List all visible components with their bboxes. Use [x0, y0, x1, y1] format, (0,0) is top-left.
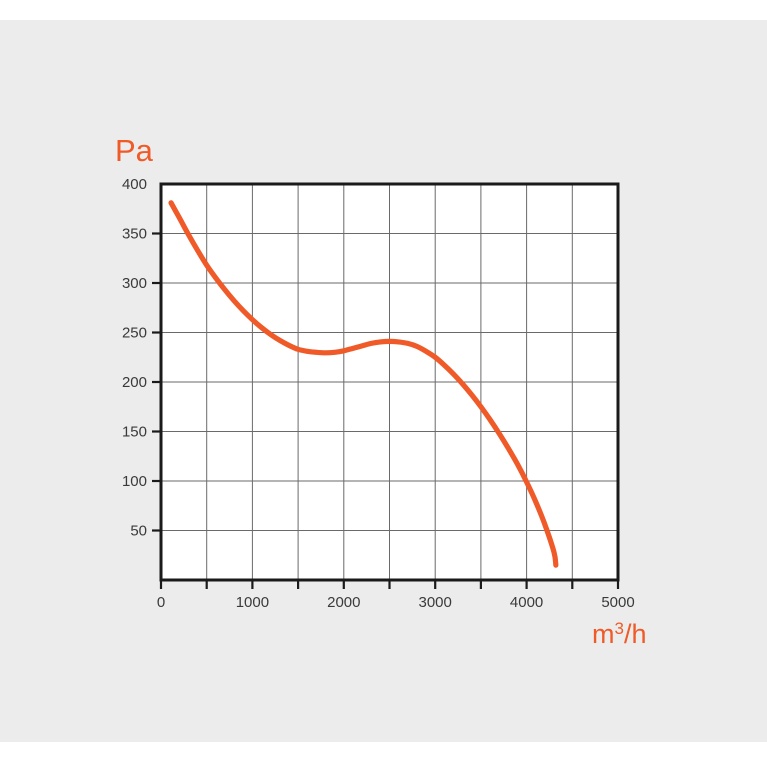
pressure-curve-line: [168, 200, 559, 568]
y-tick-label: 200: [122, 374, 147, 391]
x-tick-label: 2000: [327, 594, 360, 611]
y-axis-tick-marks: [152, 232, 161, 532]
y-tick-label: 150: [122, 424, 147, 441]
x-axis-unit-suffix: /h: [624, 619, 647, 649]
svg-text:m3/h: m3/h: [592, 619, 647, 650]
x-tick-label: 5000: [601, 594, 634, 611]
y-axis-tick-labels: 50 100 150 200 250 300 350 400: [122, 176, 147, 540]
y-tick-label: 400: [122, 176, 147, 193]
y-tick-label: 50: [130, 523, 147, 540]
x-axis-tick-labels: 0 1000 2000 3000 4000 5000: [157, 594, 635, 611]
y-tick-label: 300: [122, 275, 147, 292]
x-tick-label: 1000: [236, 594, 269, 611]
x-tick-label: 0: [157, 594, 165, 611]
x-axis-unit-label: m3/h: [592, 619, 647, 650]
y-axis-unit-label: Pa: [115, 133, 154, 168]
horizontal-gridlines: [161, 233, 618, 531]
y-tick-label: 250: [122, 325, 147, 342]
y-tick-label: 100: [122, 473, 147, 490]
x-tick-label: 3000: [419, 594, 452, 611]
x-axis-unit-main: m: [592, 619, 615, 649]
x-axis-unit-superscript: 3: [615, 619, 624, 638]
x-axis-tick-marks: [159, 580, 620, 589]
x-tick-label: 4000: [510, 594, 543, 611]
y-tick-label: 350: [122, 226, 147, 243]
